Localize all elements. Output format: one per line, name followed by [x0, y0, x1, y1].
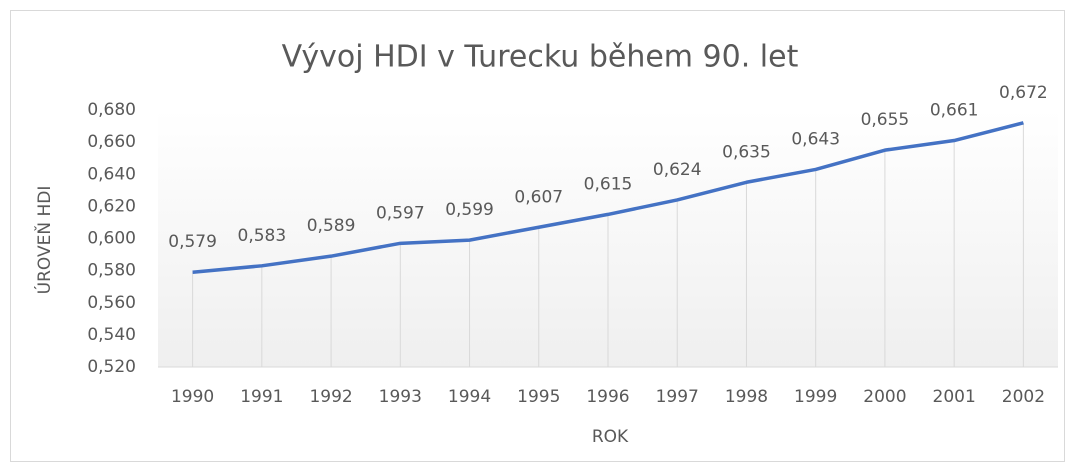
- y-tick-label: 0,520: [87, 357, 136, 377]
- y-tick-label: 0,580: [87, 261, 136, 281]
- chart-title: Vývoj HDI v Turecku během 90. let: [282, 40, 799, 75]
- data-label: 0,607: [514, 187, 563, 207]
- x-tick-label: 2002: [1002, 387, 1045, 407]
- data-label: 0,672: [999, 83, 1048, 103]
- x-tick-label: 1996: [586, 387, 629, 407]
- y-tick-label: 0,640: [87, 164, 136, 184]
- x-tick-label: 1993: [379, 387, 422, 407]
- y-tick-label: 0,540: [87, 325, 136, 345]
- x-tick-label: 2000: [863, 387, 906, 407]
- x-axis-label: ROK: [592, 427, 629, 447]
- data-label: 0,615: [584, 174, 633, 194]
- x-tick-label: 1995: [517, 387, 560, 407]
- y-tick-label: 0,680: [87, 100, 136, 120]
- data-label: 0,643: [791, 129, 840, 149]
- y-tick-label: 0,660: [87, 132, 136, 152]
- data-label: 0,661: [930, 101, 979, 121]
- y-tick-label: 0,600: [87, 229, 136, 249]
- y-tick-label: 0,620: [87, 196, 136, 216]
- data-label: 0,624: [653, 160, 702, 180]
- x-tick-label: 1990: [171, 387, 214, 407]
- data-label: 0,583: [238, 226, 287, 246]
- data-label: 0,589: [307, 216, 356, 236]
- x-tick-label: 1999: [794, 387, 837, 407]
- x-tick-label: 1991: [240, 387, 283, 407]
- data-line: [192, 121, 1024, 274]
- x-tick-label: 1994: [448, 387, 491, 407]
- data-label: 0,579: [168, 232, 217, 252]
- x-tick-label: 1998: [725, 387, 768, 407]
- x-tick-label: 1992: [309, 387, 352, 407]
- x-tick-label: 2001: [933, 387, 976, 407]
- data-label: 0,635: [722, 142, 771, 162]
- data-label: 0,597: [376, 203, 425, 223]
- data-label: 0,599: [445, 200, 494, 220]
- data-label: 0,655: [861, 110, 910, 130]
- y-axis-label: ÚROVEŇ HDI: [33, 186, 55, 295]
- x-tick-label: 1997: [656, 387, 699, 407]
- y-tick-label: 0,560: [87, 293, 136, 313]
